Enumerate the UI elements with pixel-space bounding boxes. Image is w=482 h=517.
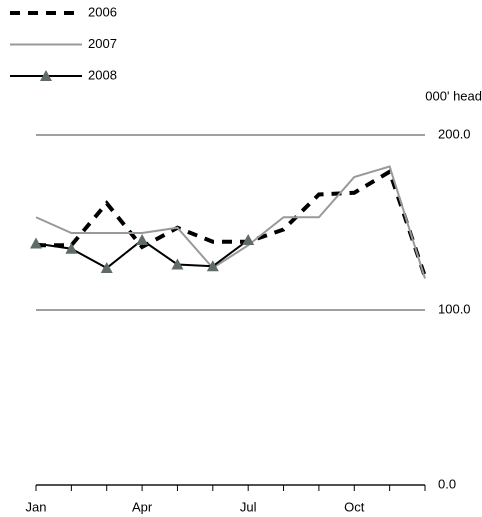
legend-label: 2006 bbox=[88, 4, 117, 19]
data-point bbox=[100, 262, 113, 273]
y-tick-label: 200.0 bbox=[438, 126, 471, 141]
x-tick-label: Apr bbox=[132, 499, 153, 514]
x-tick-label: Jan bbox=[26, 499, 47, 514]
series-line bbox=[36, 168, 427, 278]
y-tick-label: 0.0 bbox=[438, 476, 456, 491]
data-point bbox=[171, 258, 184, 270]
data-point bbox=[65, 242, 78, 254]
series-line bbox=[35, 165, 426, 279]
x-tick-label: Jul bbox=[240, 499, 257, 514]
data-point bbox=[136, 234, 149, 245]
legend-label: 2008 bbox=[88, 67, 117, 82]
data-point bbox=[30, 237, 42, 249]
legend-label: 2007 bbox=[88, 36, 117, 51]
x-tick-label: Oct bbox=[344, 499, 365, 514]
y-axis-label: 000' head bbox=[425, 88, 482, 103]
legend-marker bbox=[40, 70, 52, 81]
data-point bbox=[206, 260, 219, 272]
y-tick-label: 100.0 bbox=[438, 301, 471, 316]
data-point bbox=[242, 234, 255, 245]
